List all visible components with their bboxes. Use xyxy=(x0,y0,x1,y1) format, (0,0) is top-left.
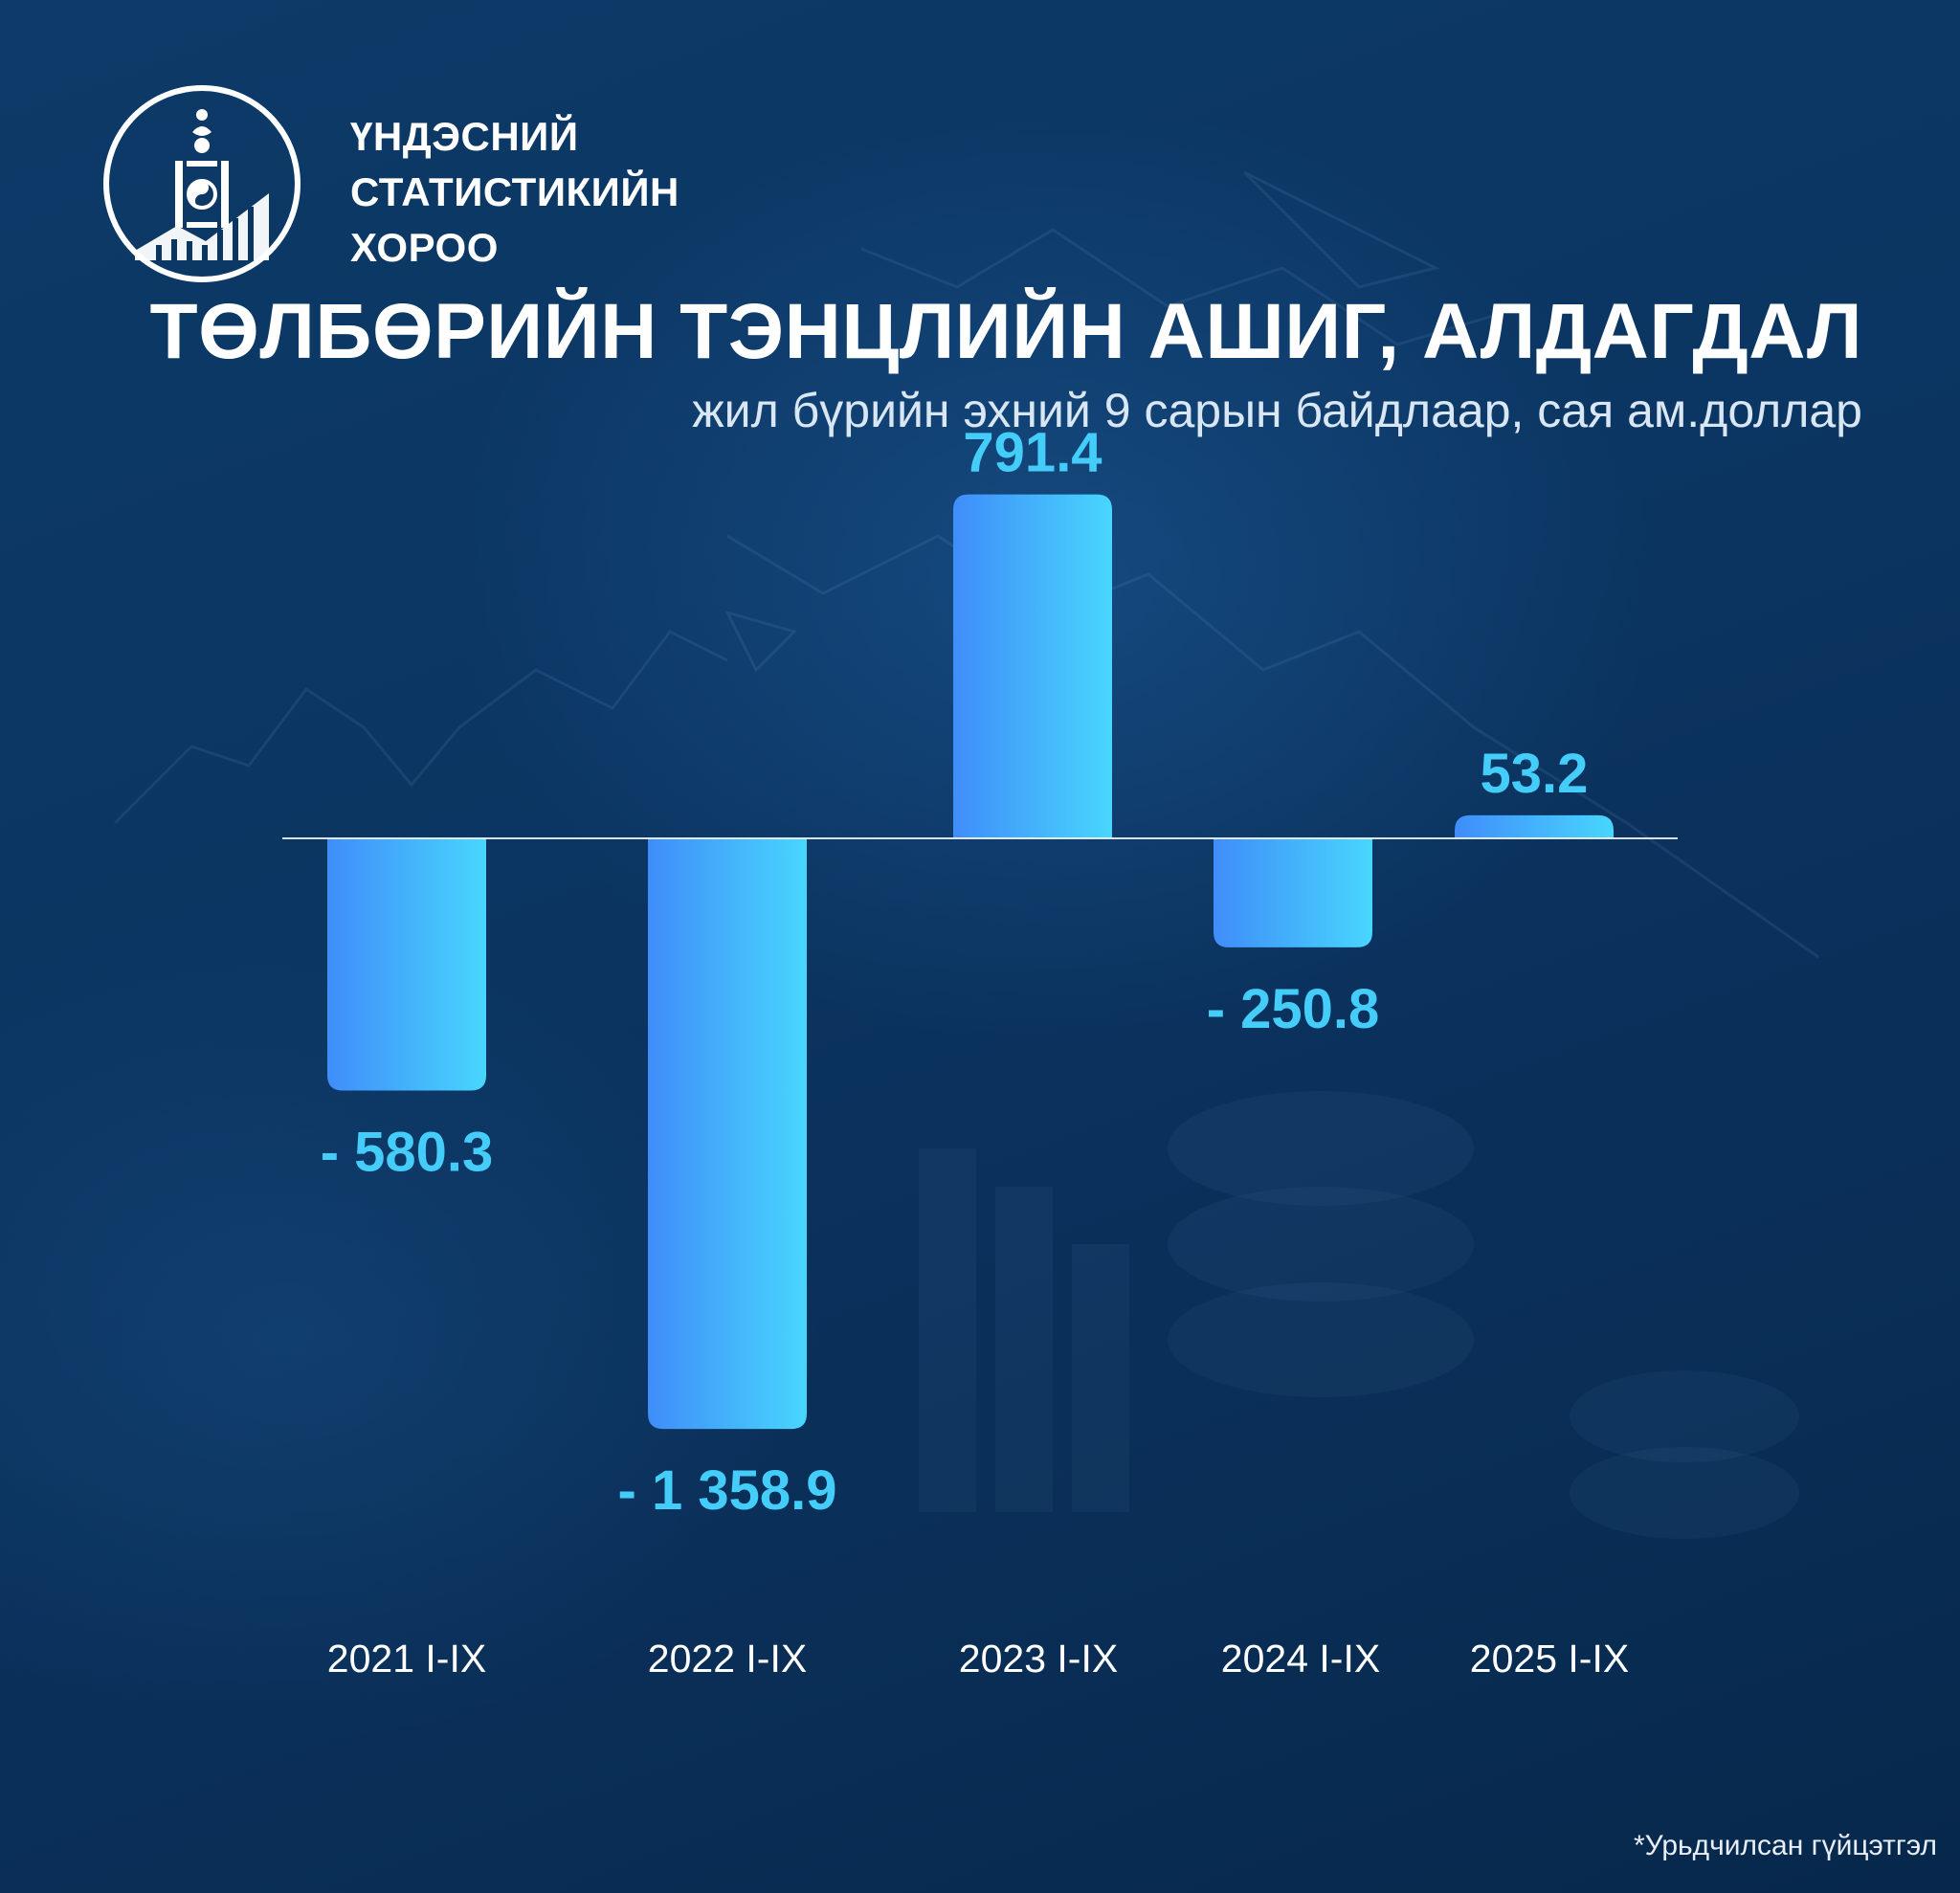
organization-name: ҮНДЭСНИЙ СТАТИСТИКИЙН ХОРОО xyxy=(350,109,679,276)
category-label-2023: 2023 I-IX xyxy=(959,1637,1118,1681)
value-label-2021: - 580.3 xyxy=(321,1122,494,1184)
category-label-2021: 2021 I-IX xyxy=(327,1637,486,1681)
organization-name-line-1: ҮНДЭСНИЙ xyxy=(350,114,579,159)
bar-2025 xyxy=(1455,814,1614,838)
category-labels-group: 2021 I-IX 2022 I-IX 2023 I-IX 2024 I-IX 2025… xyxy=(327,1637,1629,1681)
footnote: *Урьдчилсан гүйцэтгэл xyxy=(1633,1830,1937,1861)
nso-logo xyxy=(103,85,301,282)
category-label-2022: 2022 I-IX xyxy=(648,1637,807,1681)
organization-name-line-2: СТАТИСТИКИЙН xyxy=(350,169,679,214)
bar-2024 xyxy=(1214,838,1372,947)
bar-2023 xyxy=(953,494,1112,838)
value-label-2025: 53.2 xyxy=(1481,743,1589,805)
bars-group xyxy=(327,494,1614,1430)
bar-2021 xyxy=(327,838,486,1091)
value-label-2024: - 250.8 xyxy=(1207,978,1380,1040)
value-label-2022: - 1 358.9 xyxy=(618,1459,837,1522)
chart-title: ТӨЛБӨРИЙН ТЭНЦЛИЙН АШИГ, АЛДАГДАЛ xyxy=(149,288,1862,375)
value-label-2023: 791.4 xyxy=(963,422,1102,484)
value-labels-group: - 580.3 - 1 358.9 791.4 - 250.8 53.2 xyxy=(321,422,1589,1522)
organization-name-line-3: ХОРОО xyxy=(350,225,499,270)
category-label-2024: 2024 I-IX xyxy=(1221,1637,1380,1681)
bar-2022 xyxy=(648,838,807,1430)
category-label-2025: 2025 I-IX xyxy=(1470,1637,1629,1681)
chart-subtitle: жил бүрийн эхний 9 сарын байдлаар, сая а… xyxy=(692,384,1862,437)
